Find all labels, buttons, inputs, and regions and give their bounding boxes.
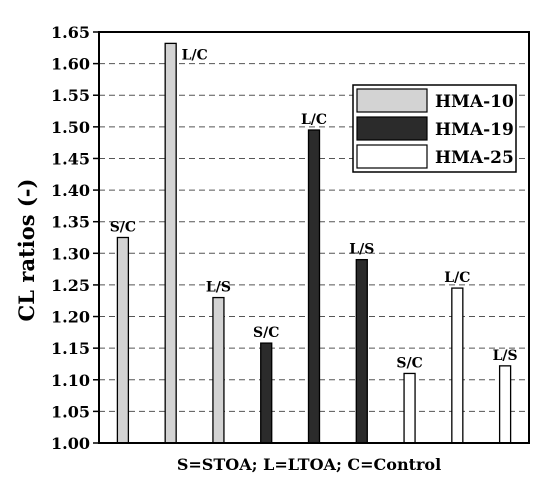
legend-label: HMA-25 [435,148,514,168]
plot-frame [98,31,530,444]
bar-hma-25-l-s [498,365,512,444]
bar-data-label: L/S [349,242,374,258]
bar-data-label: L/C [301,112,327,128]
y-axis-label: CL ratios (-) [14,179,39,322]
y-tick-label: 1.25 [51,276,90,295]
bar-data-label: L/S [493,348,518,364]
y-tick-label: 1.60 [51,55,90,74]
x-axis-label: S=STOA; L=LTOA; C=Control [177,455,441,474]
bar-hma-25-s-c [403,372,416,444]
y-tick-label: 1.05 [51,402,90,421]
y-tick-label: 1.55 [51,86,90,105]
y-tick-label: 1.10 [51,371,90,390]
y-tick-label: 1.35 [51,213,90,232]
y-tick-label: 1.15 [51,339,90,358]
bar-data-label: S/C [396,355,422,371]
legend-swatch [356,88,428,113]
bar-hma-10-l-s [212,296,225,444]
y-tick-label: 1.00 [51,434,90,453]
y-tick-label: 1.20 [51,308,90,327]
bar-hma-25-l-c [451,287,464,444]
legend-label: HMA-19 [435,120,514,140]
y-tick-label: 1.40 [51,181,90,200]
y-tick-label: 1.45 [51,149,90,168]
bar-hma-10-l-c [164,42,177,444]
legend-swatch [356,116,428,141]
legend-swatch [356,144,428,169]
bar-data-label: L/C [182,47,208,63]
y-tick-label: 1.50 [51,118,90,137]
bar-data-label: L/S [206,280,231,296]
bar-data-label: L/C [444,270,470,286]
bar-hma-19-s-c [260,342,273,444]
bar-data-label: S/C [253,325,279,341]
legend-label: HMA-10 [435,92,514,112]
bar-hma-19-l-s [355,258,368,444]
y-tick-label: 1.65 [51,23,90,42]
y-tick-label: 1.30 [51,244,90,263]
bar-hma-19-l-c [307,129,321,444]
bar-data-label: S/C [110,220,136,236]
bar-hma-10-s-c [116,236,130,444]
